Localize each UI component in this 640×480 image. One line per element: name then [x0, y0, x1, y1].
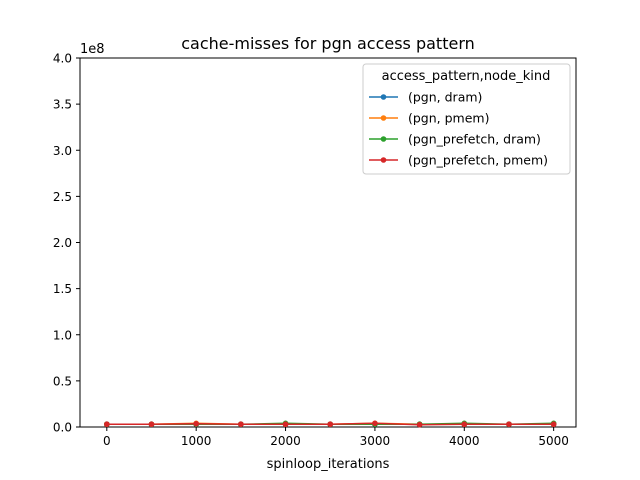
data-point — [416, 421, 423, 428]
x-axis-label: spinloop_iterations — [267, 457, 390, 472]
y-axis-ticks: 0.0 0.5 1.0 1.5 2.0 2.5 3.0 3.5 4.0 — [53, 52, 80, 435]
legend-swatch-marker — [380, 115, 387, 121]
legend-entry: (pgn_prefetch, dram) — [369, 132, 541, 147]
x-axis-ticks: 0 1000 2000 3000 4000 5000 — [103, 427, 569, 448]
series-4 — [104, 420, 557, 428]
x-tick-label: 4000 — [449, 434, 480, 448]
chart-title: cache-misses for pgn access pattern — [181, 34, 475, 53]
y-tick-label: 2.0 — [53, 236, 72, 250]
x-tick-label: 5000 — [538, 434, 569, 448]
y-tick-label: 2.5 — [53, 190, 72, 204]
y-tick-label: 1.0 — [53, 328, 72, 342]
y-axis-offset-label: 1e8 — [80, 42, 105, 57]
data-point — [372, 420, 378, 427]
legend-swatch-marker — [380, 157, 387, 163]
x-tick-label: 2000 — [270, 434, 301, 448]
legend-entry: (pgn, pmem) — [369, 111, 489, 126]
data-point — [238, 421, 244, 428]
data-point — [327, 421, 334, 428]
y-tick-label: 3.0 — [53, 144, 72, 158]
legend: access_pattern,node_kind (pgn, dram)(pgn… — [362, 63, 571, 175]
legend-title: access_pattern,node_kind — [382, 69, 551, 84]
legend-label: (pgn_prefetch, dram) — [408, 132, 541, 147]
data-point — [461, 421, 468, 428]
y-tick-label: 4.0 — [53, 52, 72, 66]
x-tick-label: 1000 — [181, 434, 212, 448]
data-point — [506, 421, 512, 428]
legend-swatch-marker — [380, 94, 387, 100]
y-tick-label: 1.5 — [53, 282, 72, 296]
x-tick-label: 0 — [103, 434, 111, 448]
x-tick-label: 3000 — [360, 434, 391, 448]
data-point — [193, 420, 199, 427]
legend-entry: (pgn_prefetch, pmem) — [369, 153, 548, 168]
y-tick-label: 0.0 — [53, 421, 72, 435]
legend-entries: (pgn, dram) (pgn, pmem) (pgn_prefetch, dra… — [369, 90, 548, 168]
data-point — [148, 421, 155, 428]
legend-entry: (pgn, dram) — [369, 90, 482, 105]
series-layer — [104, 420, 557, 428]
legend-label: (pgn, pmem) — [408, 111, 489, 126]
legend-label: (pgn, dram) — [408, 90, 482, 105]
y-tick-label: 3.5 — [53, 98, 72, 112]
y-tick-label: 0.5 — [53, 374, 72, 388]
data-point — [550, 421, 557, 428]
legend-label: (pgn_prefetch, pmem) — [408, 153, 548, 168]
data-point — [104, 421, 110, 428]
legend-swatch-marker — [380, 136, 387, 142]
legend-box — [362, 63, 571, 175]
data-point — [282, 421, 289, 428]
